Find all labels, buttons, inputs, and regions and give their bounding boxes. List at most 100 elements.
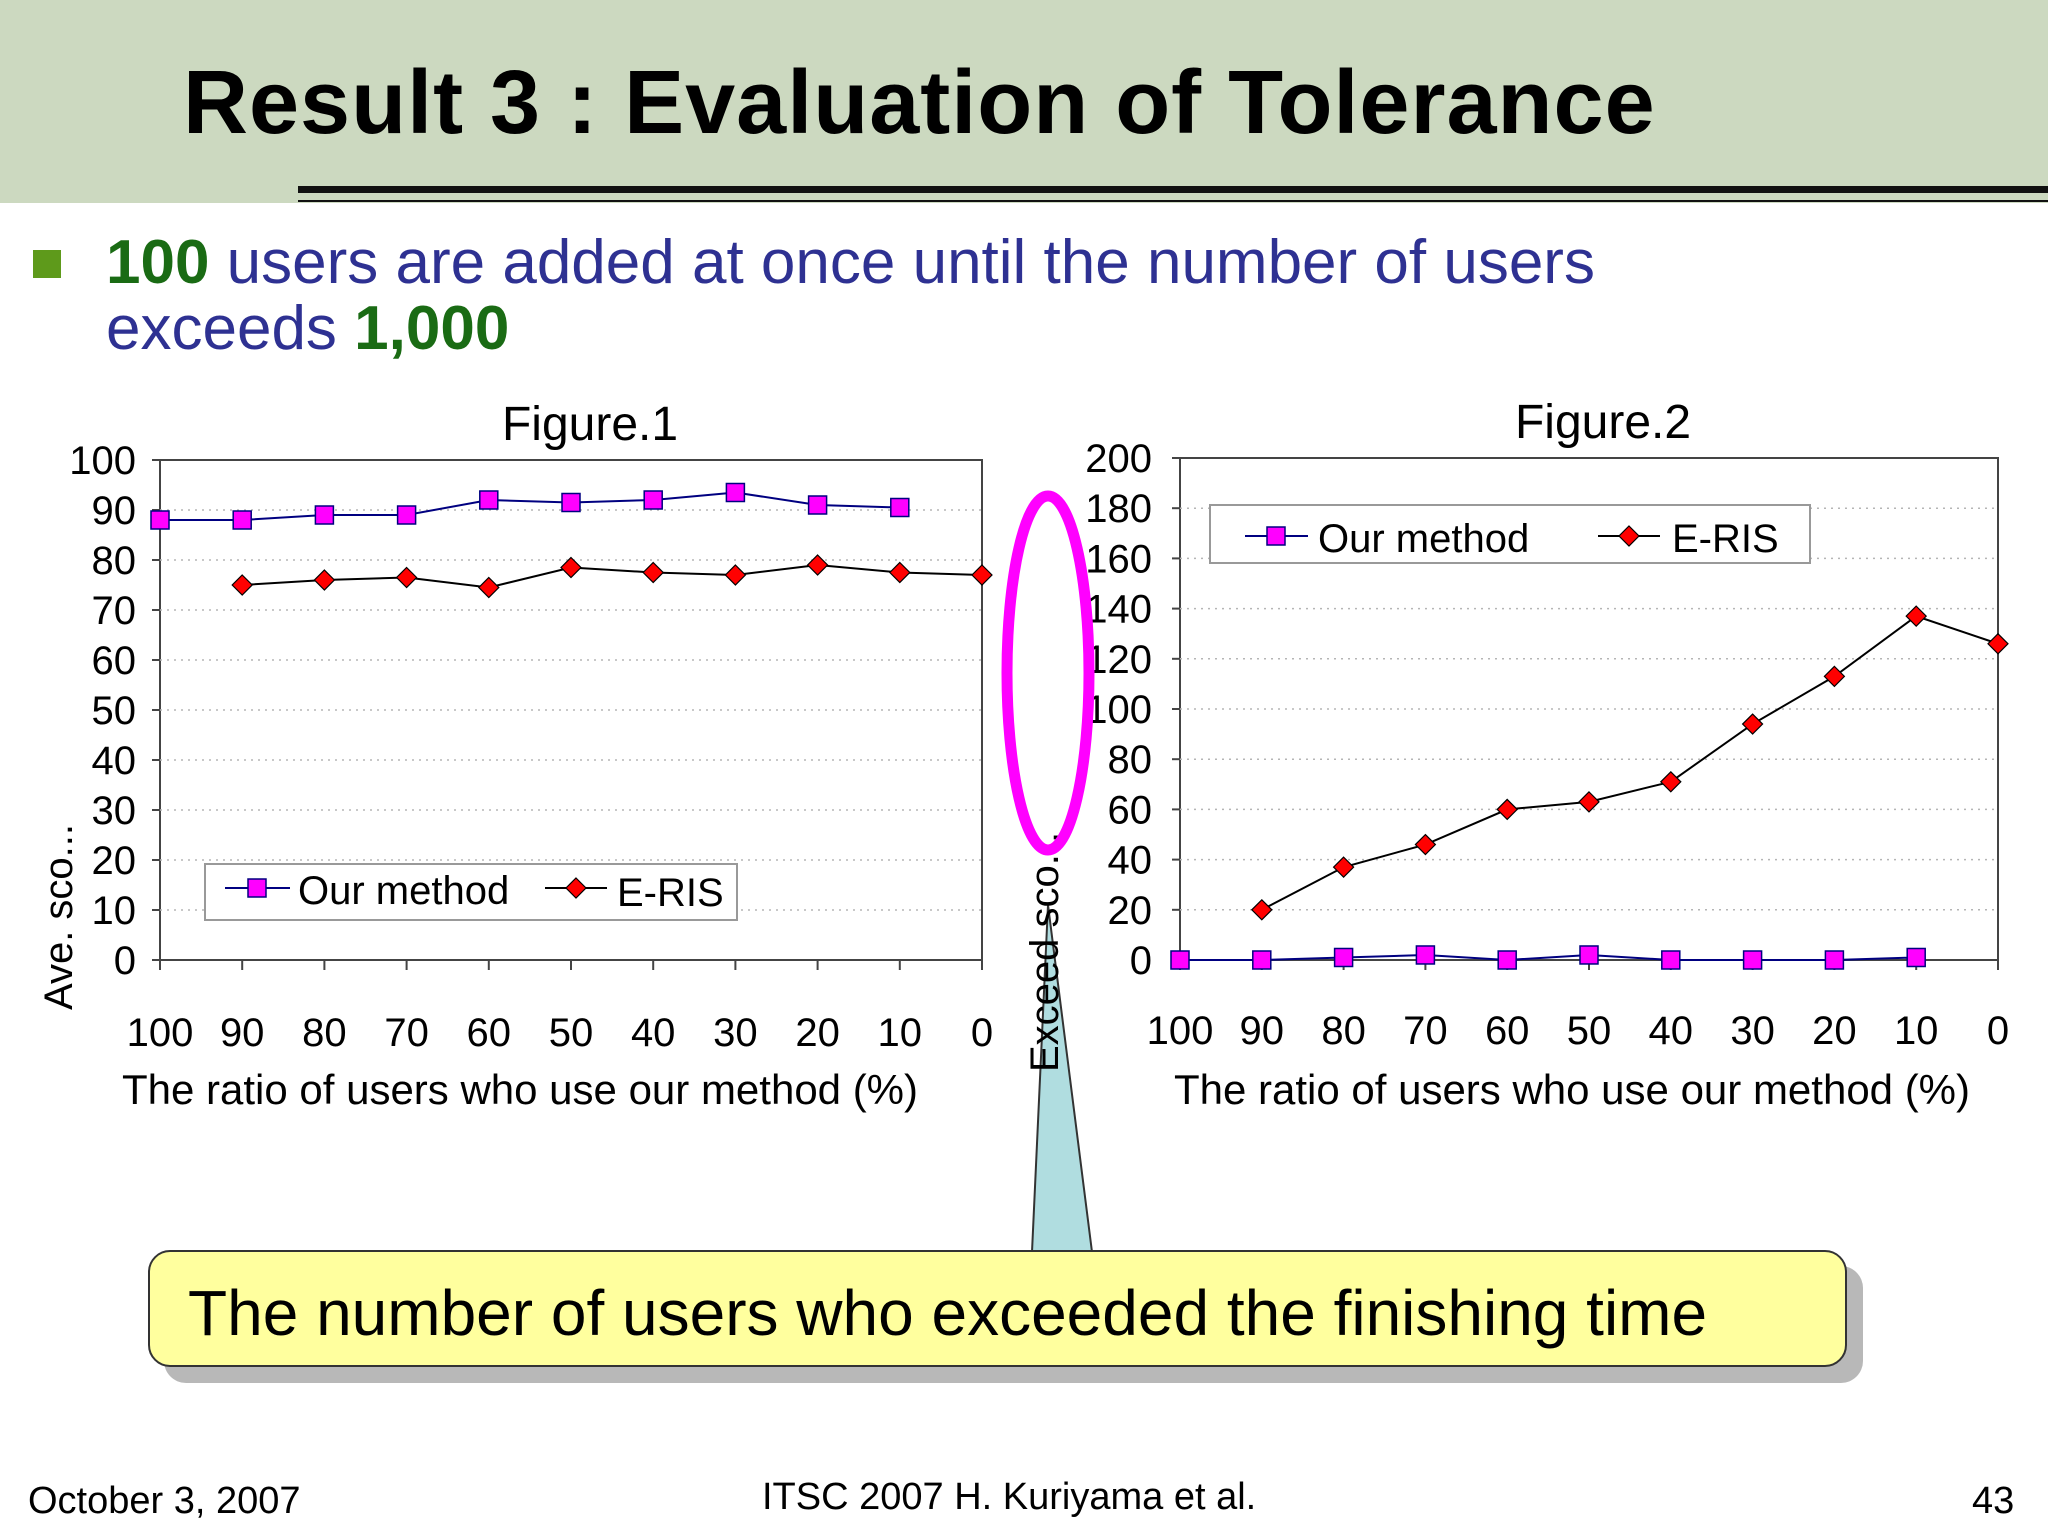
data-point-our-method [1906,947,1926,968]
y-tick-label: 200 [1085,437,1152,481]
legend-eris-label: E-RIS [617,871,724,915]
x-tick-label: 40 [631,1011,676,1055]
y-tick-label: 100 [1085,688,1152,732]
figure-1-y-label: Ave. sco... [37,824,81,1010]
data-point-eris [642,561,665,584]
x-tick-label: 50 [549,1011,594,1055]
data-point-eris [395,566,418,589]
figure-1-x-label: The ratio of users who use our method (%… [122,1066,918,1113]
legend2-eris-label: E-RIS [1672,517,1779,561]
x-tick-label: 20 [795,1011,840,1055]
y-tick-label: 0 [114,939,136,983]
x-tick-label: 10 [878,1011,923,1055]
legend-our-method-marker [247,878,267,898]
legend2-our-method-label: Our method [1318,517,1529,561]
y-tick-label: 60 [92,639,137,683]
data-point-our-method [1415,945,1436,965]
x-tick-label: 80 [302,1011,347,1055]
data-point-our-method [314,505,335,525]
data-point-eris [1578,791,1600,813]
y-tick-label: 70 [92,589,137,633]
data-point-eris [560,556,582,579]
y-tick-label: 0 [1130,939,1152,983]
data-point-eris [806,554,829,576]
footer-conference: ITSC 2007 H. Kuriyama et al. [762,1476,1257,1518]
data-point-eris [313,569,336,591]
x-tick-label: 30 [713,1011,758,1055]
y-tick-label: 140 [1085,588,1152,632]
x-tick-label: 100 [127,1011,194,1055]
y-tick-label: 180 [1085,487,1152,531]
y-tick-label: 80 [92,539,137,583]
figure-2-x-ticks: 100 90 80 70 60 50 40 30 20 10 0 [1147,960,2009,1053]
data-point-eris [1250,898,1273,921]
data-point-our-method [1742,950,1763,970]
data-point-eris [1741,713,1764,735]
title-band [0,0,2048,203]
data-point-our-method [1497,950,1517,970]
callout-text: The number of users who exceeded the fin… [188,1277,1708,1349]
y-tick-label: 10 [92,889,137,933]
x-tick-label: 60 [467,1011,512,1055]
x-tick-label: 30 [1730,1009,1775,1053]
y-tick-label: 100 [69,439,136,483]
x-tick-label: 60 [1485,1009,1530,1053]
data-point-eris [1659,770,1682,793]
bullet-text: 100 users are added at once until the nu… [106,230,1906,362]
figure-2-x-label: The ratio of users who use our method (%… [1174,1066,1970,1113]
footer-date: October 3, 2007 [28,1480,301,1522]
slide-title: Result 3 : Evaluation of Tolerance [183,53,1656,153]
legend-our-method-label: Our method [298,869,509,913]
data-point-our-method [479,490,499,510]
series-line-our-method [160,491,900,521]
figure-2-legend: Our method E-RIS [1209,504,1811,564]
figure-1-title: Figure.1 [502,398,678,451]
x-tick-label: 40 [1649,1009,1694,1053]
data-point-our-method [1661,950,1681,970]
data-point-our-method [643,490,663,510]
data-point-our-method [561,492,581,513]
data-point-eris [1905,605,1928,627]
highlight-ellipse [1001,490,1095,856]
bullet-square-icon [33,250,61,278]
series-line-eris [242,563,983,589]
series-line-our-method [1180,953,1917,962]
y-tick-label: 160 [1085,537,1152,581]
x-tick-label: 70 [384,1011,429,1055]
x-tick-label: 80 [1321,1009,1366,1053]
x-tick-label: 90 [1240,1009,1285,1053]
data-point-our-method [1170,950,1190,970]
x-tick-label: 0 [1987,1009,2009,1053]
x-tick-label: 0 [971,1011,993,1055]
bullet-line2: exceeds [106,294,355,363]
bullet-line1: users are added at once until the number… [209,228,1595,297]
title-rule-thin [298,200,2048,202]
y-tick-label: 60 [1108,788,1153,832]
data-point-eris [1987,632,2009,655]
x-tick-label: 20 [1812,1009,1857,1053]
x-tick-label: 70 [1403,1009,1448,1053]
data-point-eris [1496,798,1519,821]
footer-page-number: 43 [1972,1480,2015,1522]
bullet-number-100: 100 [106,228,210,297]
y-tick-label: 50 [92,689,137,733]
legend2-our-method-marker [1266,526,1286,546]
data-point-our-method [232,510,252,530]
data-point-eris [888,561,911,584]
data-point-eris [231,574,254,596]
figure-2-legend-box [1209,504,1811,564]
figure-1-series [150,482,993,599]
data-point-our-method [725,482,746,503]
figure-2-y-ticks: 0 20 40 60 80 100 120 140 160 180 200 [1085,437,1180,983]
figure-1-y-ticks: 0 10 20 30 40 50 60 70 80 90 100 [69,439,160,983]
y-tick-label: 40 [92,739,137,783]
figure-1-legend: Our method E-RIS [204,863,738,921]
y-tick-label: 120 [1085,638,1152,682]
data-point-our-method [1252,950,1272,970]
x-tick-label: 100 [1147,1009,1214,1053]
data-point-eris [1823,665,1846,688]
series-line-eris [1261,615,1999,911]
y-tick-label: 20 [92,839,137,883]
